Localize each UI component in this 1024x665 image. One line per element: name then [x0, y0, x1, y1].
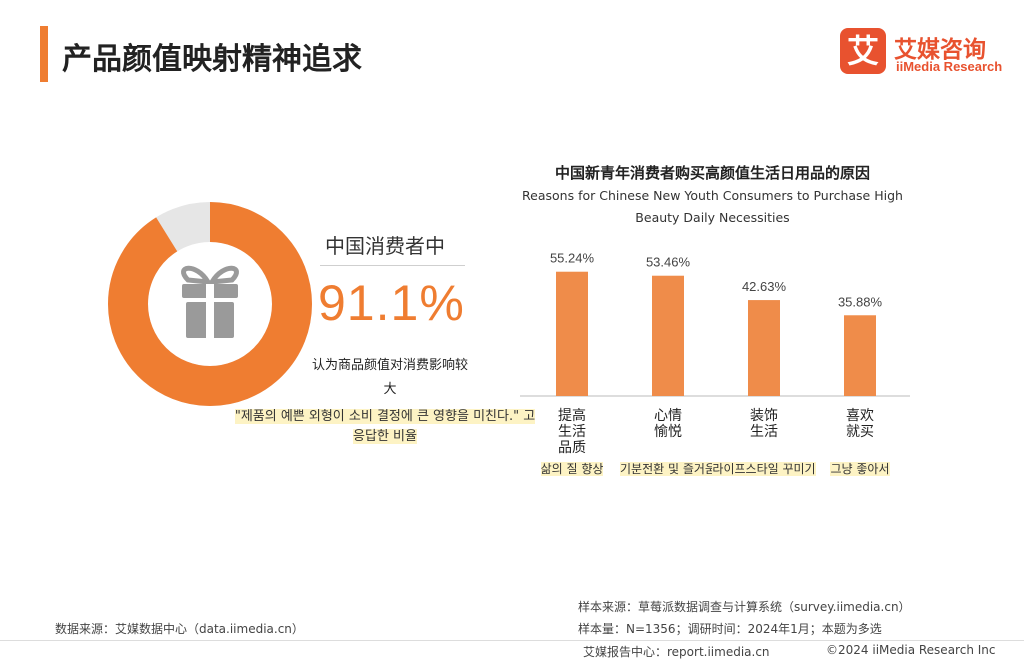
gift-icon [181, 265, 239, 338]
footer-divider [0, 640, 1024, 641]
data-source: 数据来源：艾媒数据中心（data.iimedia.cn） [55, 622, 304, 636]
donut-divider [320, 265, 465, 266]
iimedia-logo-icon: 艾 [840, 28, 886, 74]
bar-3 [844, 315, 876, 396]
bar-value-label-1: 53.46% [646, 255, 691, 270]
bar-2 [748, 300, 780, 396]
category-label-ko-1: 기분전환 및 즐거움 [620, 462, 716, 476]
title-accent-bar [40, 26, 48, 82]
donut-korean-note-text: "제품의 예쁜 외형이 소비 결정에 큰 영향을 미친다." 고 응답한 비율 [234, 409, 536, 444]
category-label-2: 装饰 生活 [750, 408, 778, 440]
bar-value-label-2: 42.63% [742, 279, 787, 294]
donut-description: 认为商品颜值对消费影响较大 [312, 358, 469, 397]
donut-value-arc [108, 202, 312, 406]
bar-value-label-3: 35.88% [838, 294, 883, 309]
donut-value-text: 91.1% [318, 275, 465, 331]
category-label-1: 心情 愉悦 [654, 408, 682, 440]
bar-0 [556, 271, 588, 396]
donut-chart [108, 202, 312, 406]
page-title: 产品颜值映射精神追求 [62, 42, 362, 77]
bar-1 [652, 275, 684, 396]
donut-korean-note: "제품의 예쁜 외형이 소비 결정에 큰 영향을 미친다." 고 응답한 비율 [232, 407, 538, 447]
donut-label-top: 中国消费者中 [325, 234, 445, 258]
category-label-3: 喜欢 就买 [846, 408, 874, 440]
report-center-link[interactable]: 艾媒报告中心：report.iimedia.cn [583, 645, 770, 659]
sample-notes: 样本来源：草莓派数据调查与计算系统（survey.iimedia.cn） 样本量… [578, 596, 911, 640]
category-label-ko-0: 삶의 질 향상 [540, 462, 604, 476]
category-label-0: 提高 生活 品质 [558, 408, 586, 456]
bar-value-label-0: 55.24% [550, 251, 595, 266]
sample-info: 样本量：N=1356；调研时间：2024年1月；本题为多选 [578, 622, 882, 636]
chart-title: 中国新青年消费者购买高颜值生活日用品的原因 [554, 164, 870, 182]
category-label-ko-3: 그냥 좋아서 [830, 462, 890, 476]
logo-en-text: iiMedia Research [896, 59, 1003, 74]
logo-cn-text: 艾媒咨询 [894, 37, 986, 63]
category-label-ko-2: 라이프스타일 꾸미기 [712, 462, 816, 476]
chart-subtitle: Reasons for Chinese New Youth Consumers … [522, 188, 903, 225]
sample-source: 样本来源：草莓派数据调查与计算系统（survey.iimedia.cn） [578, 600, 911, 614]
bar-chart: 55.24% 53.46% 42.63% 35.88% [520, 251, 910, 397]
copyright: ©2024 iiMedia Research Inc [826, 643, 996, 657]
